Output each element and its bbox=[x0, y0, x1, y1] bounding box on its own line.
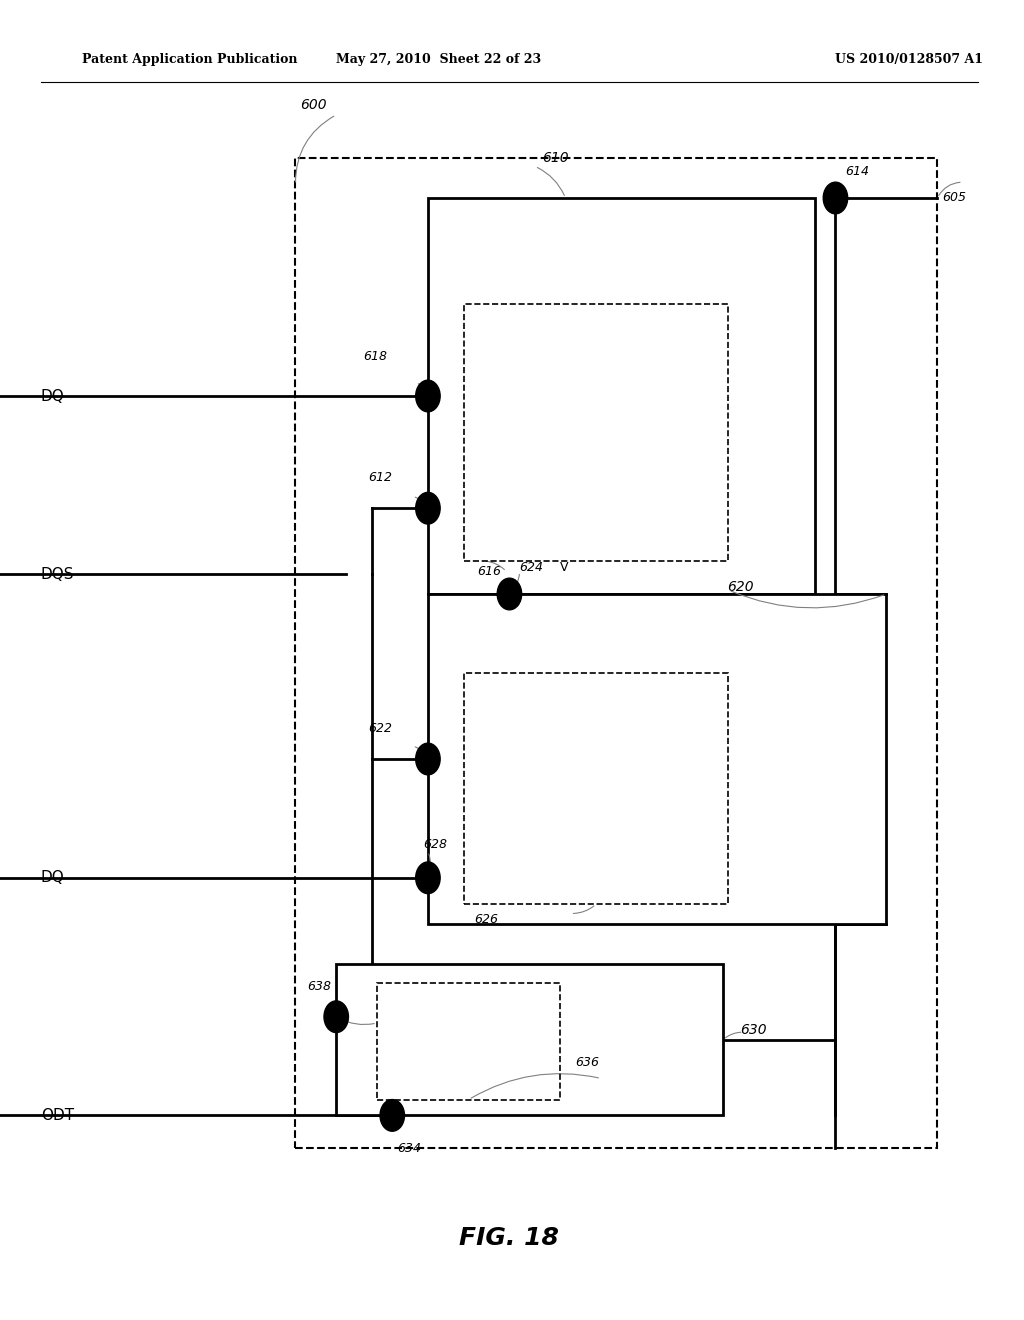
Text: 630: 630 bbox=[739, 1023, 766, 1036]
Bar bbox=[377, 983, 560, 1100]
Text: 636: 636 bbox=[575, 1056, 600, 1069]
Bar bbox=[336, 964, 723, 1115]
Text: DQS: DQS bbox=[41, 566, 75, 582]
Text: DQ: DQ bbox=[41, 870, 65, 886]
Text: 612: 612 bbox=[369, 471, 392, 484]
Text: Patent Application Publication: Patent Application Publication bbox=[82, 53, 297, 66]
Text: 638: 638 bbox=[307, 979, 331, 993]
Circle shape bbox=[380, 1100, 404, 1131]
Circle shape bbox=[823, 182, 848, 214]
Circle shape bbox=[324, 1001, 348, 1032]
Bar bbox=[428, 594, 887, 924]
Text: 600: 600 bbox=[301, 98, 328, 112]
Circle shape bbox=[498, 578, 521, 610]
Circle shape bbox=[416, 380, 440, 412]
Circle shape bbox=[416, 492, 440, 524]
Text: 624: 624 bbox=[519, 561, 544, 574]
Text: 616: 616 bbox=[477, 565, 501, 578]
Text: 605: 605 bbox=[942, 191, 967, 205]
Text: V: V bbox=[560, 561, 569, 574]
Circle shape bbox=[416, 862, 440, 894]
Text: FIG. 18: FIG. 18 bbox=[460, 1226, 559, 1250]
Text: 626: 626 bbox=[474, 913, 498, 927]
Text: 618: 618 bbox=[364, 350, 387, 363]
Text: May 27, 2010  Sheet 22 of 23: May 27, 2010 Sheet 22 of 23 bbox=[336, 53, 541, 66]
Text: 628: 628 bbox=[423, 838, 446, 851]
Text: US 2010/0128507 A1: US 2010/0128507 A1 bbox=[836, 53, 983, 66]
Bar bbox=[428, 198, 815, 594]
Text: DQ: DQ bbox=[41, 388, 65, 404]
Text: 614: 614 bbox=[846, 165, 869, 178]
Text: 620: 620 bbox=[727, 579, 754, 594]
Bar bbox=[464, 304, 728, 561]
Text: 634: 634 bbox=[397, 1142, 421, 1155]
Text: ODT: ODT bbox=[41, 1107, 74, 1123]
Text: 610: 610 bbox=[542, 150, 568, 165]
Bar bbox=[464, 673, 728, 904]
Text: 622: 622 bbox=[369, 722, 392, 735]
Circle shape bbox=[416, 743, 440, 775]
